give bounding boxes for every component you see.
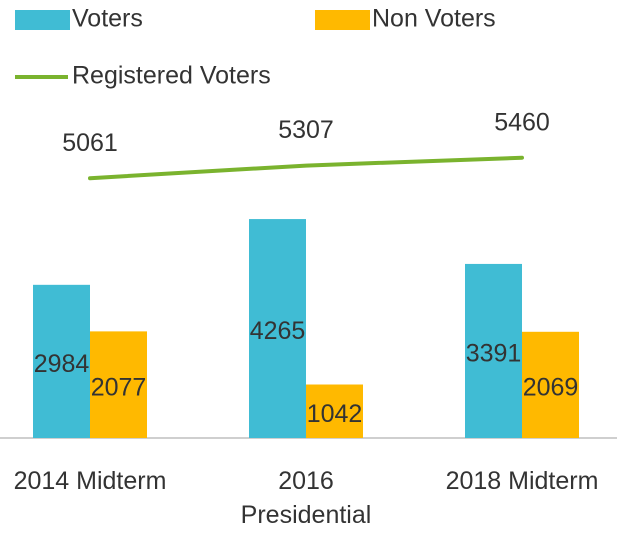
legend-label: Non Voters [372,5,496,33]
bar [33,284,90,438]
bar [465,263,522,438]
data-label: 5307 [278,116,334,144]
bar [306,384,363,438]
data-label: 5061 [62,129,118,157]
legend-swatch [315,10,370,30]
data-label: 2984 [34,350,90,378]
bar [522,331,579,438]
bar [90,331,147,438]
data-label: 1042 [307,400,363,428]
line [88,155,524,181]
data-label: 2077 [91,373,147,401]
data-label: 2069 [523,374,579,402]
legend-label: Registered Voters [72,62,271,90]
x-tick-label: 2018 Midterm [445,467,599,495]
data-label: 4265 [250,317,306,345]
x-tick-label: 2014 Midterm [13,467,167,495]
data-label: 5460 [494,108,550,136]
x-tick-label: 2016 Presidential [240,467,372,529]
legend-swatch [15,10,70,30]
legend-label: Voters [72,5,143,33]
bar [249,219,306,438]
data-label: 3391 [466,340,522,368]
